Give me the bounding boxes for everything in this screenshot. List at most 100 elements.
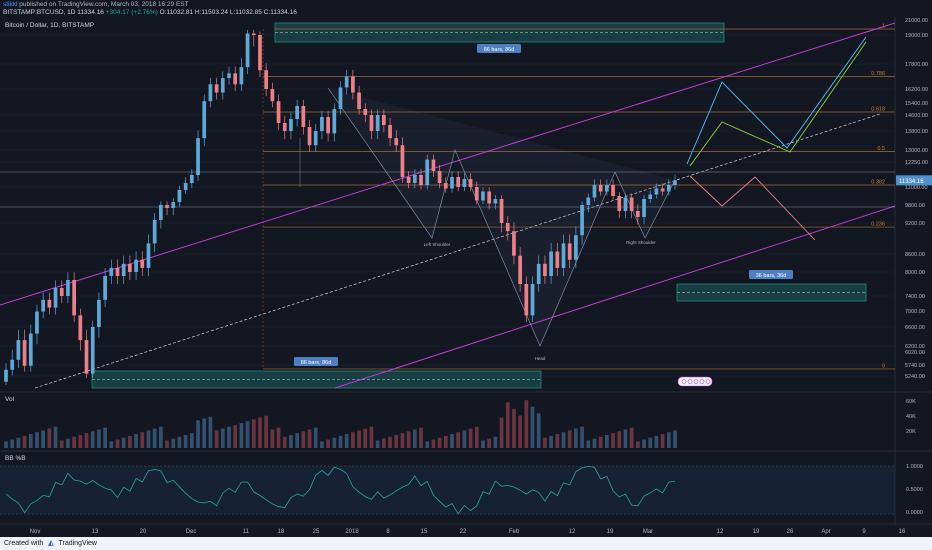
candle-body (115, 267, 120, 276)
volume-bar (363, 428, 368, 448)
x-tick-label: 8 (386, 529, 390, 535)
created-with-label: Created with (4, 540, 44, 547)
candle-body (363, 109, 368, 115)
candle-body (313, 131, 318, 146)
time-axis: Nov 13 20 Dec 11 18 25 2018 8 15 22 Feb 12 19 Mar 12 19 2… (30, 529, 906, 535)
volume-bar (289, 434, 293, 448)
x-tick-label: 19 (753, 529, 760, 535)
y-tick-label: 9800.00 (905, 203, 925, 209)
volume-bar (121, 437, 126, 448)
volume-bar (357, 430, 361, 448)
volume-bar (53, 426, 58, 448)
bb-tick-label: 0.5000 (906, 487, 923, 493)
volume-bar (617, 431, 622, 448)
volume-tick-label: 20K (906, 429, 916, 435)
x-tick-label: 15 (421, 529, 428, 535)
drawing-widget-icon (699, 379, 705, 384)
volume-bar (128, 435, 132, 448)
last-price-tag (896, 175, 932, 186)
candle-body (524, 284, 529, 316)
candle-body (84, 340, 89, 374)
candle-body (629, 197, 634, 211)
volume-bar (183, 434, 188, 448)
candle-body (425, 159, 430, 185)
candle-body (450, 177, 454, 189)
volume-bar (115, 439, 120, 448)
brand-name[interactable]: TradingView (58, 540, 97, 547)
candle-body (530, 284, 535, 316)
projection-red (689, 175, 816, 241)
candle-body (580, 205, 584, 236)
candle-body (264, 70, 269, 89)
indicator-title: BB %B (5, 455, 26, 462)
volume-bar (72, 436, 76, 448)
candle-body (561, 243, 566, 268)
candle-body (623, 197, 628, 211)
candle-body (121, 263, 126, 276)
candle-body (567, 243, 572, 260)
volume-bar (4, 441, 8, 448)
range-top-label: 86 bars, 86d (484, 47, 515, 53)
candle-body (468, 179, 473, 187)
candle-body (400, 145, 405, 177)
y-tick-label: 14600.00 (905, 113, 928, 119)
volume-bar (177, 436, 182, 448)
volume-bar (382, 438, 386, 448)
volume-bar (202, 418, 207, 448)
candle-body (22, 340, 27, 366)
channel-lower (334, 205, 896, 389)
candle-body (183, 183, 188, 190)
volume-bar (220, 428, 225, 448)
drawing-widget-icon (687, 379, 693, 384)
candle-body (10, 359, 15, 370)
volume-bar (351, 432, 355, 448)
candle-body (66, 280, 70, 296)
candle-body (140, 259, 145, 268)
candle-body (146, 243, 151, 268)
volume-bar (456, 432, 461, 448)
y-tick-label: 21000.00 (905, 18, 928, 24)
volume-bar (586, 440, 591, 448)
candle-body (443, 183, 448, 189)
candle-body (227, 73, 231, 79)
volume-bar (660, 434, 665, 448)
candle-body (202, 101, 207, 139)
volume-bar (264, 415, 269, 448)
volume-bar (530, 406, 535, 448)
volume-bar (245, 421, 250, 448)
candle-body (214, 84, 219, 93)
volume-bar (635, 441, 640, 448)
volume-bar (555, 434, 560, 448)
volume-bar (673, 430, 677, 448)
candle-body (59, 288, 64, 296)
fib-level-label: 0.5 (877, 146, 885, 152)
candle-body (220, 78, 225, 93)
bb-percent-line (5, 465, 676, 515)
last-price: 11334.16 (77, 9, 104, 16)
candle-body (654, 188, 659, 195)
volume-bar (574, 428, 578, 448)
volume-bar (462, 430, 467, 448)
x-tick-label: Feb (509, 529, 520, 535)
volume-bar (549, 435, 553, 448)
volume-bar (332, 437, 337, 448)
candle-body (97, 299, 101, 327)
candle-body (171, 202, 176, 208)
volume-bar (189, 433, 194, 448)
candle-body (456, 177, 461, 187)
y-tick-label: 16200.00 (905, 87, 928, 93)
publisher-name[interactable]: stikki (3, 1, 18, 8)
candle-body (35, 311, 39, 334)
volume-bar (388, 436, 392, 448)
volume-title: Vol (5, 396, 15, 403)
candle-body (648, 194, 653, 199)
candle-body (431, 159, 436, 171)
range-right-label: 36 bars, 36d (756, 273, 787, 279)
volume-bar (648, 437, 653, 448)
x-tick-label: 22 (460, 529, 467, 535)
volume-bar (450, 434, 454, 448)
volume-series (4, 400, 677, 448)
volume-bar (468, 428, 473, 448)
candle-body (90, 327, 95, 374)
